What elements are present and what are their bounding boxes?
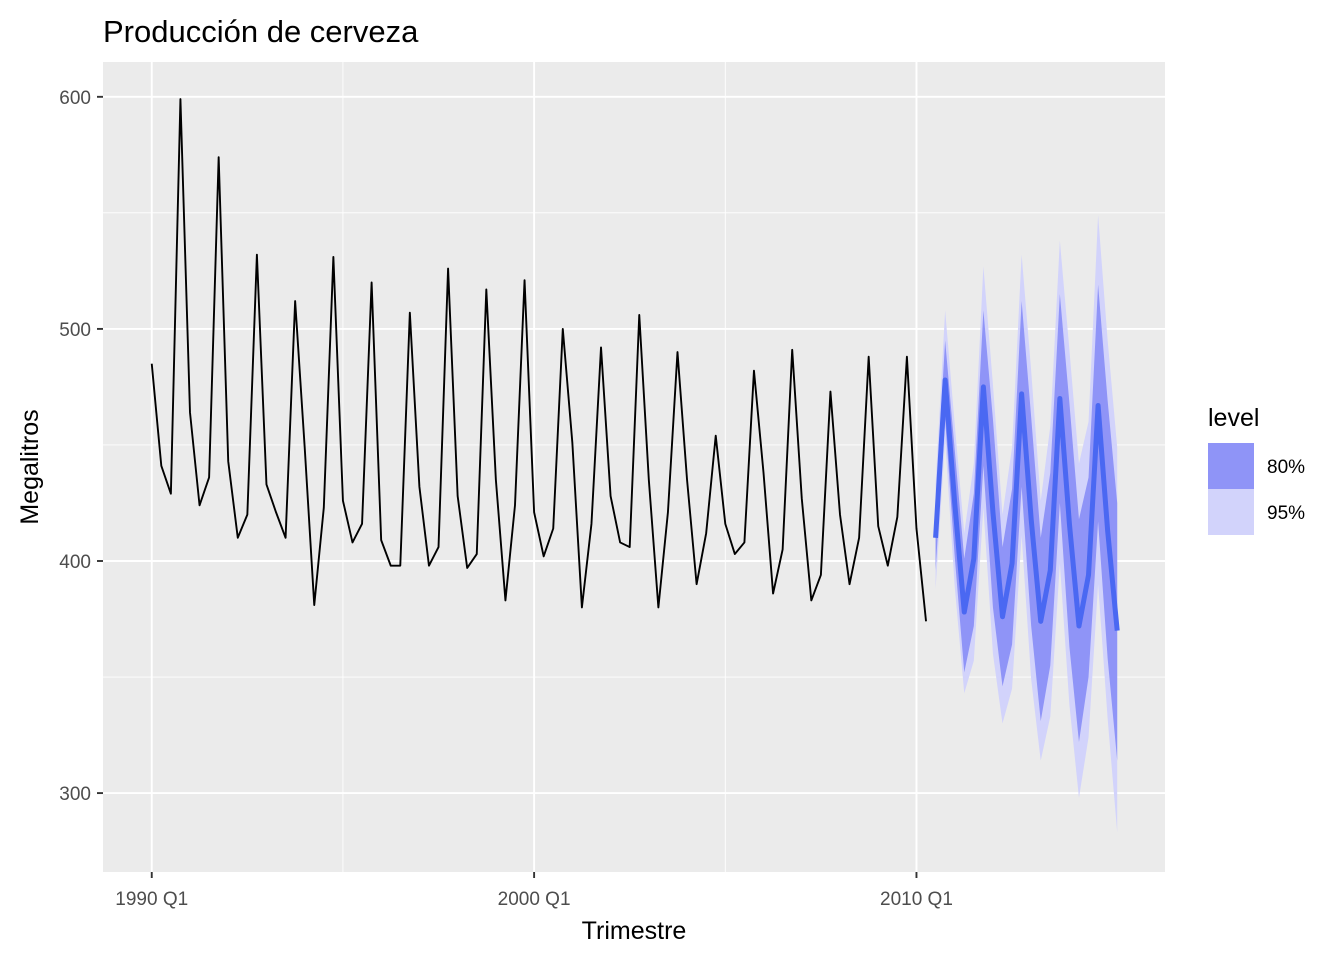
legend-key-80 [1208, 443, 1254, 489]
grid-minor [103, 62, 1165, 910]
legend-label: 95% [1267, 503, 1305, 524]
x-axis-title: Trimestre [582, 917, 687, 945]
chart-title: Producción de cerveza [103, 14, 419, 49]
y-tick-label: 500 [59, 320, 91, 341]
x-tick-label: 2010 Q1 [880, 889, 953, 910]
y-tick-label: 300 [59, 784, 91, 805]
legend-label: 80% [1267, 457, 1305, 478]
legend-key-95 [1208, 489, 1254, 535]
y-axis: 300 400 500 600 [59, 88, 103, 805]
y-axis-title: Megalitros [16, 409, 44, 524]
series-lines [150, 98, 1120, 631]
plot-panel [103, 62, 1165, 872]
x-tick-label: 2000 Q1 [498, 889, 571, 910]
forecast-mean-line [933, 377, 1120, 631]
x-tick-label: 1990 Q1 [115, 889, 188, 910]
x-axis: 1990 Q1 2000 Q1 2010 Q1 [115, 872, 953, 910]
legend-title: level [1208, 404, 1259, 432]
history-line [150, 98, 927, 622]
y-tick-label: 400 [59, 552, 91, 573]
legend: level 80% 95% [1208, 404, 1305, 535]
y-tick-label: 600 [59, 88, 91, 109]
